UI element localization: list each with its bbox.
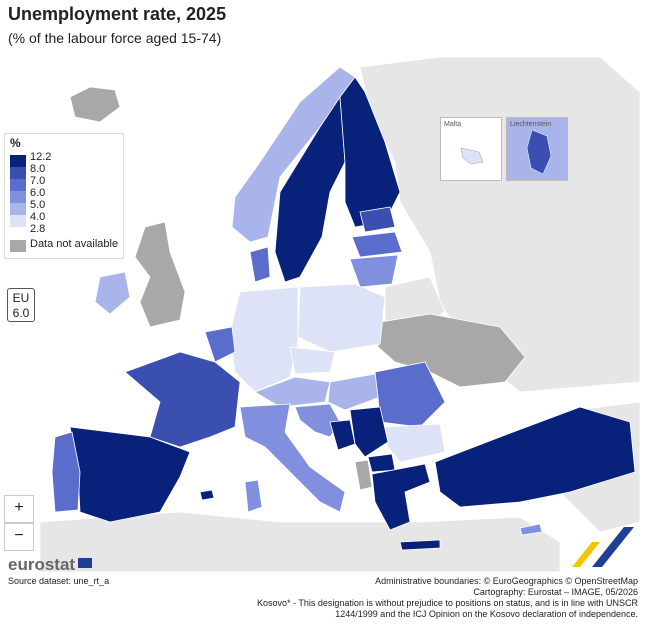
- country-czechia: [289, 346, 336, 375]
- credits-line-1: Administrative boundaries: © EuroGeograp…: [375, 576, 638, 586]
- country-finland: [339, 76, 401, 228]
- legend-swatch-5: [10, 203, 26, 215]
- inset-malta-label: Malta: [444, 121, 462, 128]
- legend-swatch-4: [10, 191, 26, 203]
- malta-shape: [460, 147, 484, 165]
- credits-line-2: Cartography: Eurostat – IMAGE, 05/2026: [473, 587, 638, 597]
- legend-label: 5.0: [30, 199, 46, 211]
- map-legend: % 12.2 8.0 7.0 6.0 5.0 4.0 2.8 Data not …: [4, 133, 124, 259]
- legend-label: 2.8: [30, 223, 46, 235]
- zoom-in-button[interactable]: +: [4, 495, 34, 523]
- kosovo-note: Kosovo* - This designation is without pr…: [256, 598, 638, 619]
- legend-label-na: Data not available: [30, 238, 119, 250]
- country-italy: [239, 403, 346, 513]
- legend-swatch-2: [10, 167, 26, 179]
- country-ukraine: [377, 313, 526, 388]
- legend-label: 8.0: [30, 163, 46, 175]
- country-sardinia: [244, 479, 263, 513]
- inset-malta[interactable]: Malta: [440, 117, 502, 181]
- credits: Administrative boundaries: © EuroGeograp…: [375, 576, 638, 598]
- country-portugal: [51, 431, 81, 513]
- source-note: Source dataset: une_rt_a: [8, 576, 110, 586]
- country-lithuania: [349, 254, 399, 288]
- country-ireland: [94, 271, 131, 315]
- country-iceland: [69, 86, 121, 123]
- country-croatia: [294, 403, 341, 438]
- legend-swatch-6: [10, 215, 26, 227]
- map-subtitle: (% of the labour force aged 15-74): [8, 30, 222, 46]
- inset-liechtenstein-label: Liechtenstein: [510, 121, 552, 128]
- country-albania: [354, 459, 373, 491]
- country-crete: [399, 539, 441, 551]
- country-benelux: [204, 326, 236, 363]
- country-estonia: [359, 206, 396, 233]
- country-germany: [229, 286, 299, 393]
- country-greece: [371, 463, 431, 531]
- country-hungary: [327, 373, 381, 411]
- inset-liechtenstein[interactable]: Liechtenstein: [506, 117, 568, 181]
- map-title: Unemployment rate, 2025: [8, 4, 227, 24]
- legend-swatch-3: [10, 179, 26, 191]
- legend-label: 12.2: [30, 151, 52, 163]
- country-balearics: [199, 489, 215, 501]
- country-united-kingdom: [134, 221, 186, 328]
- eu-flag-icon: [78, 558, 93, 568]
- eurostat-wordmark: eurostat: [8, 555, 76, 574]
- country-france: [124, 351, 241, 448]
- legend-swatch-1: [10, 155, 26, 167]
- liechtenstein-shape: [526, 129, 552, 175]
- country-poland: [297, 283, 386, 353]
- legend-label: 6.0: [30, 187, 46, 199]
- eurostat-corner-logo-icon: [572, 527, 634, 567]
- country-denmark: [249, 246, 271, 283]
- country-latvia: [351, 231, 403, 258]
- eu-value-box: EU 6.0: [7, 288, 35, 322]
- country-north-africa: [39, 511, 561, 572]
- country-turkey: [434, 406, 636, 508]
- country-north-macedonia: [367, 453, 396, 473]
- legend-label: 7.0: [30, 175, 46, 187]
- zoom-out-button[interactable]: −: [4, 523, 34, 551]
- country-norway: [231, 66, 356, 243]
- country-bulgaria: [384, 423, 446, 463]
- country-serbia: [349, 406, 389, 458]
- legend-header: %: [10, 136, 21, 150]
- country-cyprus: [519, 523, 543, 536]
- legend-swatch-na: [10, 240, 26, 252]
- eurostat-logo: eurostat: [8, 555, 93, 575]
- eu-value: 6.0: [12, 306, 30, 320]
- eu-label: EU: [12, 291, 30, 305]
- legend-label: 4.0: [30, 211, 46, 223]
